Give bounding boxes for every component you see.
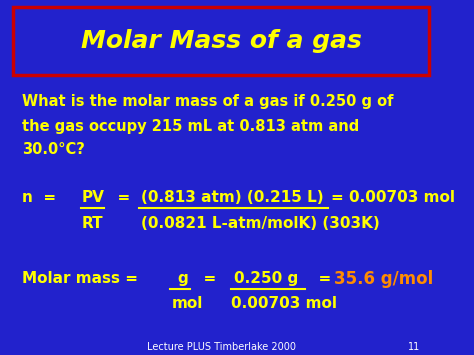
Text: 35.6 g/mol: 35.6 g/mol (334, 270, 433, 288)
Text: the gas occupy 215 mL at 0.813 atm and: the gas occupy 215 mL at 0.813 atm and (22, 119, 359, 133)
Text: (0.813 atm) (0.215 L): (0.813 atm) (0.215 L) (141, 190, 323, 204)
Text: PV: PV (82, 190, 105, 204)
Text: =: = (192, 271, 226, 286)
Text: Molar mass =: Molar mass = (22, 271, 149, 286)
Text: 30.0°C?: 30.0°C? (22, 142, 85, 157)
Text: n  =: n = (22, 190, 67, 204)
Text: g: g (177, 271, 188, 286)
Text: 0.00703 mol: 0.00703 mol (231, 296, 337, 311)
Text: Lecture PLUS Timberlake 2000: Lecture PLUS Timberlake 2000 (147, 342, 296, 352)
Text: 11: 11 (408, 342, 420, 352)
Text: =: = (308, 271, 341, 286)
Text: 0.250 g: 0.250 g (234, 271, 298, 286)
Text: = 0.00703 mol: = 0.00703 mol (331, 190, 455, 204)
Text: mol: mol (172, 296, 203, 311)
Text: RT: RT (82, 216, 103, 231)
Text: What is the molar mass of a gas if 0.250 g of: What is the molar mass of a gas if 0.250… (22, 94, 393, 109)
Text: (0.0821 L-atm/molK) (303K): (0.0821 L-atm/molK) (303K) (141, 216, 380, 231)
FancyBboxPatch shape (13, 7, 429, 75)
Text: =: = (107, 190, 141, 204)
Text: Molar Mass of a gas: Molar Mass of a gas (81, 29, 362, 53)
